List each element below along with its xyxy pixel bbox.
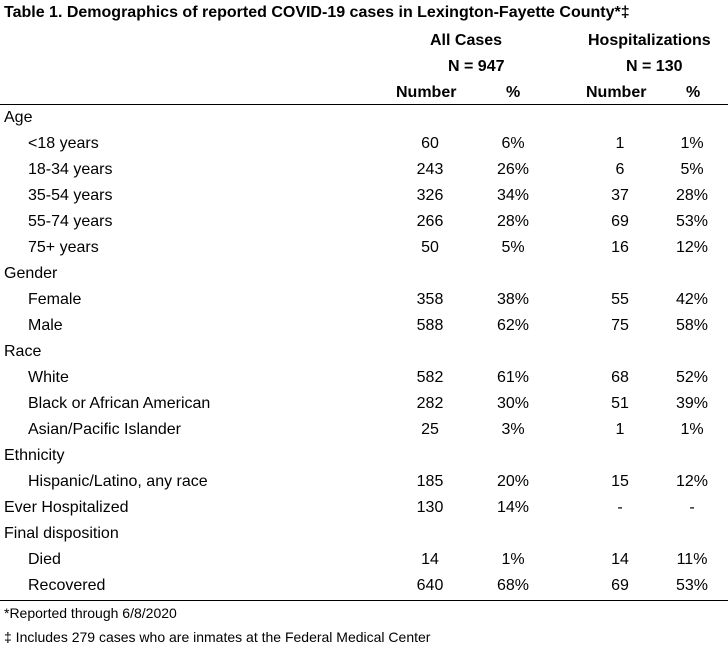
all-cases-number-cell: 640 [416, 577, 444, 594]
footnote-reported: *Reported through 6/8/2020 [4, 605, 177, 621]
table-title: Table 1. Demographics of reported COVID-… [4, 4, 630, 21]
all-cases-percent-cell: 26% [496, 161, 530, 178]
all-cases-percent-cell: 20% [496, 473, 530, 490]
hospitalizations-header: Hospitalizations [588, 32, 711, 49]
all-cases-number-cell: 185 [416, 473, 444, 490]
hosp-number-cell: 16 [611, 239, 629, 256]
all-cases-percent-cell: 28% [496, 213, 530, 230]
hosp-percent-cell: 1% [680, 135, 704, 152]
hosp-percent-cell: 5% [680, 161, 704, 178]
hosp-percent-cell: 1% [680, 421, 704, 438]
hosp-number-cell: - [617, 499, 623, 516]
all-cases-percent-cell: 68% [496, 577, 530, 594]
all-cases-number-cell: 60 [421, 135, 439, 152]
hosp-number-cell: 69 [611, 213, 629, 230]
all-cases-percent-cell: 34% [496, 187, 530, 204]
hosp-percent-cell: - [689, 499, 695, 516]
hosp-number-cell: 68 [611, 369, 629, 386]
section-label: Race [4, 343, 42, 360]
all-cases-number-cell: 25 [421, 421, 439, 438]
hosp-number-cell: 75 [611, 317, 629, 334]
row-label: 35-54 years [28, 187, 113, 204]
all-cases-percent-cell: 30% [496, 395, 530, 412]
row-label: Asian/Pacific Islander [28, 421, 181, 438]
row-label: 18-34 years [28, 161, 113, 178]
section-label: Final disposition [4, 525, 119, 542]
all-cases-number-cell: 130 [416, 499, 444, 516]
hosp-percent-cell: 28% [675, 187, 709, 204]
hosp-percent-cell: 53% [675, 213, 709, 230]
hosp-percent-cell: 42% [675, 291, 709, 308]
row-label: Female [28, 291, 82, 308]
hosp-number-cell: 51 [611, 395, 629, 412]
all-cases-n: N = 947 [448, 58, 505, 75]
hosp-number-cell: 6 [615, 161, 625, 178]
hosp-number-cell: 1 [615, 421, 625, 438]
hosp-percent-cell: 39% [675, 395, 709, 412]
all-cases-percent-cell: 5% [501, 239, 525, 256]
hosp-percent-cell: 11% [676, 551, 708, 568]
section-label: Ever Hospitalized [4, 499, 129, 516]
hosp-number-cell: 55 [611, 291, 629, 308]
hosp-number-cell: 69 [611, 577, 629, 594]
hosp-number-cell: 37 [611, 187, 629, 204]
row-label: Hispanic/Latino, any race [28, 473, 208, 490]
all-cases-number-cell: 326 [416, 187, 444, 204]
all-cases-number-cell: 588 [416, 317, 444, 334]
section-label: Gender [4, 265, 58, 282]
footnote-inmates: ‡ Includes 279 cases who are inmates at … [4, 629, 431, 645]
hosp-number-cell: 14 [611, 551, 629, 568]
all-cases-percent-cell: 1% [501, 551, 525, 568]
all-cases-percent-header: % [506, 84, 521, 101]
hosp-percent-header: % [686, 84, 701, 101]
row-label: Male [28, 317, 63, 334]
all-cases-number-cell: 358 [416, 291, 444, 308]
all-cases-percent-cell: 61% [496, 369, 530, 386]
hosp-percent-cell: 53% [675, 577, 709, 594]
hospitalizations-n: N = 130 [626, 58, 683, 75]
hosp-number-cell: 1 [615, 135, 625, 152]
all-cases-number-cell: 14 [421, 551, 439, 568]
hosp-percent-cell: 52% [675, 369, 709, 386]
section-label: Ethnicity [4, 447, 65, 464]
all-cases-percent-cell: 62% [496, 317, 530, 334]
hosp-number-header: Number [586, 84, 647, 101]
all-cases-number-cell: 582 [416, 369, 444, 386]
all-cases-number-cell: 266 [416, 213, 444, 230]
all-cases-number-cell: 243 [416, 161, 444, 178]
all-cases-number-cell: 50 [421, 239, 439, 256]
all-cases-number-cell: 282 [416, 395, 444, 412]
row-label: Black or African American [28, 395, 211, 412]
header-rule [0, 104, 728, 105]
row-label: White [28, 369, 69, 386]
all-cases-percent-cell: 14% [496, 499, 530, 516]
all-cases-header: All Cases [430, 32, 503, 49]
row-label: Recovered [28, 577, 106, 594]
section-label: Age [4, 109, 33, 126]
row-label: <18 years [28, 135, 99, 152]
hosp-percent-cell: 12% [675, 473, 709, 490]
all-cases-percent-cell: 38% [496, 291, 530, 308]
hosp-percent-cell: 58% [675, 317, 709, 334]
all-cases-percent-cell: 6% [501, 135, 525, 152]
row-label: Died [28, 551, 61, 568]
footer-rule [0, 600, 728, 601]
all-cases-percent-cell: 3% [501, 421, 525, 438]
row-label: 55-74 years [28, 213, 113, 230]
hosp-number-cell: 15 [611, 473, 629, 490]
all-cases-number-header: Number [396, 84, 457, 101]
hosp-percent-cell: 12% [675, 239, 709, 256]
row-label: 75+ years [28, 239, 99, 256]
